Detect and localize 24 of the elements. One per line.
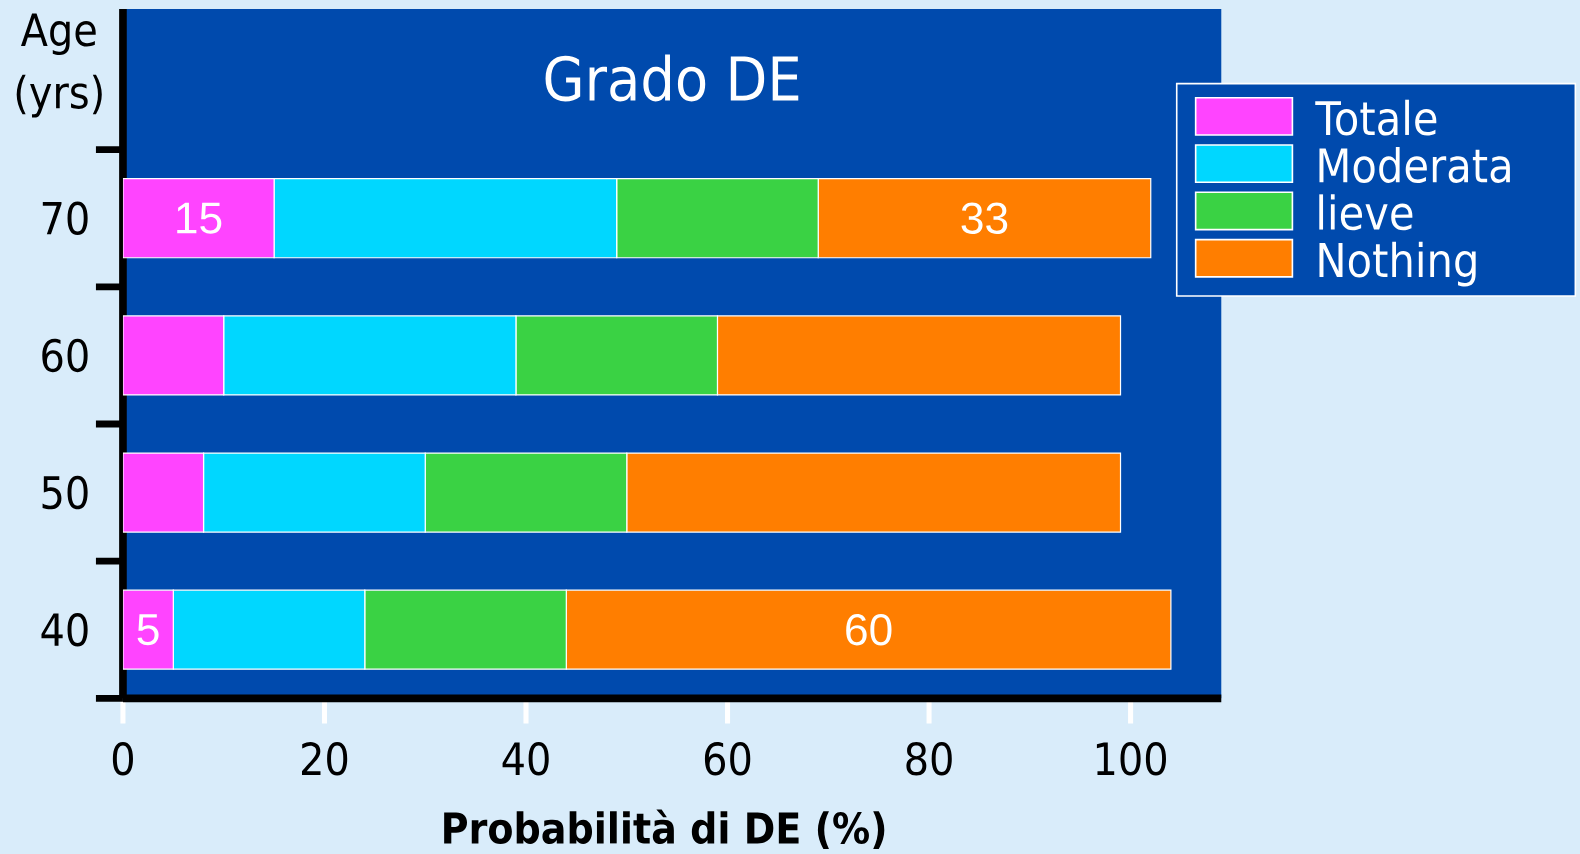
bar (122, 315, 225, 396)
y-tick-label: 70 (42, 201, 88, 235)
data-label: 15 (177, 202, 222, 234)
y-tick-label: 50 (42, 475, 88, 510)
y-tick-label: 40 (41, 612, 88, 647)
legend-label: Moderata (1319, 146, 1510, 183)
x-tick-label: 80 (906, 741, 952, 776)
bar (122, 177, 275, 259)
x-tick-label: 100 (1096, 741, 1166, 776)
chart-title: Grado DE (545, 54, 799, 102)
x-tick-label: 40 (502, 741, 549, 776)
y-tick-label: 60 (42, 338, 88, 372)
x-tick-label: 0 (112, 741, 133, 776)
data-label: 60 (846, 613, 892, 646)
legend-label: Totale (1315, 99, 1437, 136)
legend-label: Nothing (1319, 241, 1476, 287)
x-tick-label: 20 (301, 741, 348, 776)
x-axis-title: Probabilità di DE (%) (444, 809, 885, 849)
x-tick-label: 60 (704, 741, 751, 776)
bar (122, 452, 205, 533)
data-label: 5 (137, 614, 159, 645)
data-label: 33 (961, 202, 1008, 234)
legend-label: lieve (1319, 194, 1413, 230)
y-axis-title: Age (yrs) (16, 13, 102, 118)
